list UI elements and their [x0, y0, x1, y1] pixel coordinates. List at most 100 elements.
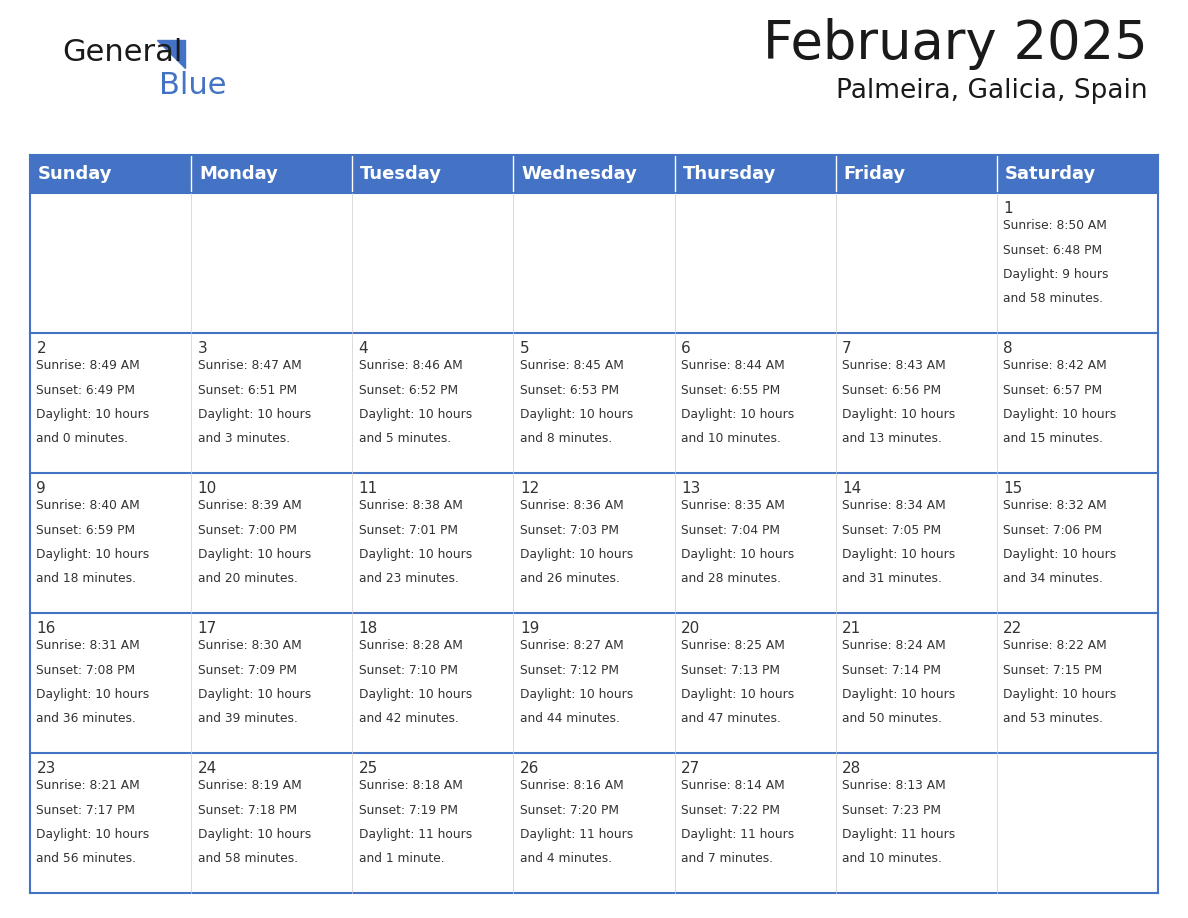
Text: 11: 11 [359, 481, 378, 496]
Text: Sunrise: 8:40 AM: Sunrise: 8:40 AM [37, 499, 140, 512]
Text: Sunrise: 8:47 AM: Sunrise: 8:47 AM [197, 359, 302, 372]
Text: 7: 7 [842, 341, 852, 356]
Text: 8: 8 [1004, 341, 1013, 356]
Bar [675, 333, 835, 473]
Bar [513, 753, 675, 893]
Text: Sunset: 7:22 PM: Sunset: 7:22 PM [681, 803, 781, 816]
Text: Sunset: 7:19 PM: Sunset: 7:19 PM [359, 803, 457, 816]
Text: Sunset: 7:14 PM: Sunset: 7:14 PM [842, 664, 941, 677]
Text: Sunrise: 8:35 AM: Sunrise: 8:35 AM [681, 499, 785, 512]
Bar [513, 613, 675, 753]
Text: Sunrise: 8:25 AM: Sunrise: 8:25 AM [681, 639, 785, 652]
Text: Daylight: 10 hours: Daylight: 10 hours [197, 548, 311, 561]
Bar [997, 613, 1158, 753]
Bar [835, 613, 997, 753]
Text: Sunset: 7:00 PM: Sunset: 7:00 PM [197, 523, 297, 536]
Text: Daylight: 10 hours: Daylight: 10 hours [197, 408, 311, 421]
Bar [997, 333, 1158, 473]
Text: Sunset: 7:23 PM: Sunset: 7:23 PM [842, 803, 941, 816]
Text: Sunset: 7:05 PM: Sunset: 7:05 PM [842, 523, 941, 536]
Text: Sunset: 7:20 PM: Sunset: 7:20 PM [520, 803, 619, 816]
Text: and 23 minutes.: and 23 minutes. [359, 573, 459, 586]
Text: and 5 minutes.: and 5 minutes. [359, 432, 451, 445]
Text: Sunrise: 8:50 AM: Sunrise: 8:50 AM [1004, 219, 1107, 232]
Bar [835, 333, 997, 473]
Text: and 1 minute.: and 1 minute. [359, 853, 444, 866]
Text: Sunrise: 8:14 AM: Sunrise: 8:14 AM [681, 779, 785, 792]
Text: Daylight: 10 hours: Daylight: 10 hours [1004, 548, 1117, 561]
Text: 16: 16 [37, 621, 56, 636]
Text: Sunrise: 8:32 AM: Sunrise: 8:32 AM [1004, 499, 1107, 512]
Text: Daylight: 10 hours: Daylight: 10 hours [681, 408, 795, 421]
Text: and 53 minutes.: and 53 minutes. [1004, 712, 1104, 725]
Bar [30, 753, 191, 893]
Text: Daylight: 10 hours: Daylight: 10 hours [197, 828, 311, 841]
Text: 28: 28 [842, 761, 861, 776]
Text: Daylight: 9 hours: Daylight: 9 hours [1004, 268, 1108, 281]
Text: 25: 25 [359, 761, 378, 776]
Text: Sunrise: 8:28 AM: Sunrise: 8:28 AM [359, 639, 462, 652]
Text: Sunset: 7:01 PM: Sunset: 7:01 PM [359, 523, 457, 536]
Text: 12: 12 [520, 481, 539, 496]
Text: and 26 minutes.: and 26 minutes. [520, 573, 620, 586]
Text: and 10 minutes.: and 10 minutes. [842, 853, 942, 866]
Text: 6: 6 [681, 341, 690, 356]
Text: and 42 minutes.: and 42 minutes. [359, 712, 459, 725]
Text: Sunrise: 8:22 AM: Sunrise: 8:22 AM [1004, 639, 1107, 652]
Text: 23: 23 [37, 761, 56, 776]
Text: Daylight: 11 hours: Daylight: 11 hours [520, 828, 633, 841]
Text: 21: 21 [842, 621, 861, 636]
Text: Daylight: 10 hours: Daylight: 10 hours [1004, 688, 1117, 701]
Text: Thursday: Thursday [683, 165, 776, 183]
Text: Daylight: 10 hours: Daylight: 10 hours [37, 828, 150, 841]
Bar [30, 613, 191, 753]
Text: and 58 minutes.: and 58 minutes. [197, 853, 298, 866]
Text: Sunset: 6:53 PM: Sunset: 6:53 PM [520, 384, 619, 397]
Text: 5: 5 [520, 341, 530, 356]
Bar [191, 613, 353, 753]
Text: Sunset: 7:17 PM: Sunset: 7:17 PM [37, 803, 135, 816]
Text: Sunrise: 8:31 AM: Sunrise: 8:31 AM [37, 639, 140, 652]
Text: Sunset: 7:13 PM: Sunset: 7:13 PM [681, 664, 781, 677]
Text: Daylight: 10 hours: Daylight: 10 hours [359, 408, 472, 421]
Text: 24: 24 [197, 761, 217, 776]
Bar [191, 333, 353, 473]
Text: Saturday: Saturday [1005, 165, 1097, 183]
Text: Daylight: 10 hours: Daylight: 10 hours [37, 408, 150, 421]
Text: 27: 27 [681, 761, 700, 776]
Bar [997, 193, 1158, 333]
Text: Sunrise: 8:21 AM: Sunrise: 8:21 AM [37, 779, 140, 792]
Text: Sunset: 6:52 PM: Sunset: 6:52 PM [359, 384, 457, 397]
Bar [835, 193, 997, 333]
Text: Sunrise: 8:43 AM: Sunrise: 8:43 AM [842, 359, 946, 372]
Bar [513, 333, 675, 473]
Text: 14: 14 [842, 481, 861, 496]
Text: and 28 minutes.: and 28 minutes. [681, 573, 781, 586]
Text: and 20 minutes.: and 20 minutes. [197, 573, 297, 586]
Text: Wednesday: Wednesday [522, 165, 637, 183]
Text: and 36 minutes.: and 36 minutes. [37, 712, 137, 725]
Text: 20: 20 [681, 621, 700, 636]
Text: and 3 minutes.: and 3 minutes. [197, 432, 290, 445]
Text: and 44 minutes.: and 44 minutes. [520, 712, 620, 725]
Text: Sunset: 7:03 PM: Sunset: 7:03 PM [520, 523, 619, 536]
Text: 26: 26 [520, 761, 539, 776]
Text: 4: 4 [359, 341, 368, 356]
Text: and 31 minutes.: and 31 minutes. [842, 573, 942, 586]
Text: Sunrise: 8:34 AM: Sunrise: 8:34 AM [842, 499, 946, 512]
Text: Sunrise: 8:18 AM: Sunrise: 8:18 AM [359, 779, 462, 792]
Text: February 2025: February 2025 [763, 18, 1148, 70]
Text: Daylight: 10 hours: Daylight: 10 hours [842, 548, 955, 561]
Bar [191, 473, 353, 613]
Text: Sunrise: 8:39 AM: Sunrise: 8:39 AM [197, 499, 302, 512]
Bar [675, 155, 835, 193]
Bar [353, 753, 513, 893]
Bar [997, 155, 1158, 193]
Bar [191, 753, 353, 893]
Bar [30, 473, 191, 613]
Bar [997, 753, 1158, 893]
Text: Sunrise: 8:49 AM: Sunrise: 8:49 AM [37, 359, 140, 372]
Text: Monday: Monday [200, 165, 278, 183]
Text: Sunrise: 8:24 AM: Sunrise: 8:24 AM [842, 639, 946, 652]
Text: 15: 15 [1004, 481, 1023, 496]
